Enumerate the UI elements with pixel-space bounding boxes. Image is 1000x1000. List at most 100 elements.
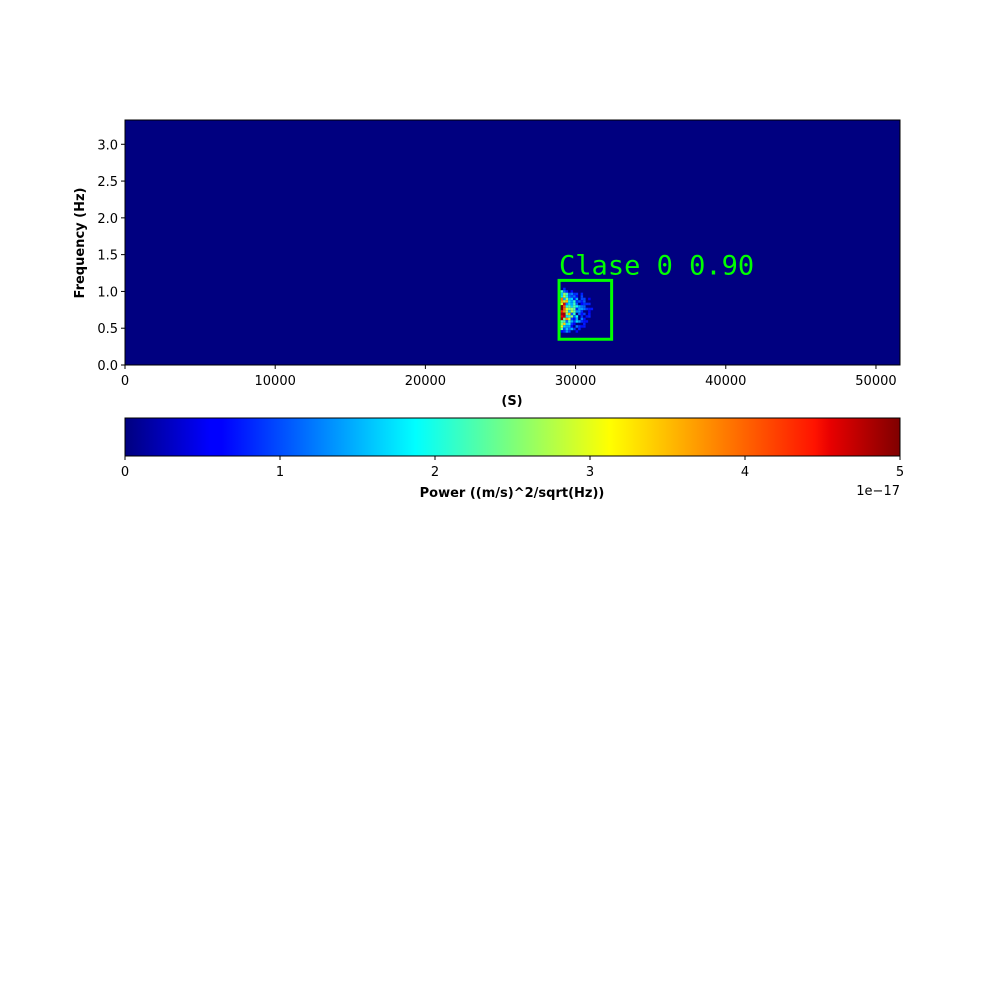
spectrogram-cell <box>580 297 584 301</box>
spectrogram-cell <box>580 315 584 318</box>
spectrogram-cell <box>563 292 566 296</box>
spectrogram-cell <box>560 292 564 296</box>
spectrogram-cell <box>583 325 586 328</box>
spectrogram-cell <box>585 320 589 323</box>
spectrogram-cell <box>560 300 564 303</box>
spectrogram-cell <box>565 327 569 331</box>
y-axis-ticks: 0.0 0.5 1.0 1.5 2.0 2.5 3.0 <box>97 138 125 374</box>
spectrogram-cell <box>568 307 571 311</box>
spectrogram-cell <box>575 300 579 303</box>
spectrogram-cell <box>573 307 576 311</box>
spectrogram-cell <box>568 297 571 301</box>
spectrogram-cell <box>580 325 584 328</box>
x-tick-label: 0 <box>121 374 129 389</box>
spectrogram-cell <box>568 295 571 298</box>
spectrogram-cell <box>563 330 566 333</box>
spectrogram-cell <box>565 330 569 333</box>
spectrogram-cell <box>573 315 576 318</box>
spectrogram-cell <box>575 320 579 323</box>
spectrogram-cell <box>580 317 584 321</box>
spectrogram-cell <box>560 305 564 308</box>
spectrogram-cell <box>570 327 574 331</box>
spectrogram-cell <box>588 297 591 301</box>
spectrogram-cell <box>563 310 566 313</box>
spectrogram-cell <box>580 307 584 311</box>
spectrogram-cell <box>578 300 581 303</box>
spectrogram-cell <box>575 315 579 318</box>
spectrogram-cell <box>560 297 564 301</box>
spectrogram-cell <box>560 312 564 316</box>
x-tick-label: 50000 <box>855 374 896 389</box>
spectrogram-cell <box>580 312 584 316</box>
spectrogram-cell <box>560 320 564 323</box>
spectrogram-cell <box>568 305 571 308</box>
spectrogram-cell <box>570 300 574 303</box>
spectrogram-cell <box>563 305 566 308</box>
spectrogram-cell <box>575 305 579 308</box>
spectrogram-cell <box>573 320 576 323</box>
spectrogram-cell <box>560 295 564 298</box>
detection-label: Clase 0 0.90 <box>559 250 754 281</box>
spectrogram-cell <box>563 315 566 318</box>
spectrogram-cell <box>575 297 579 301</box>
spectrogram-cell <box>573 312 576 316</box>
spectrogram-cell <box>570 317 574 321</box>
spectrogram-cell <box>568 325 571 328</box>
colorbar-offset-text: 1e−17 <box>856 484 900 499</box>
spectrogram-cell <box>583 317 586 321</box>
spectrogram-cell <box>583 305 586 308</box>
spectrogram-cell <box>560 322 564 326</box>
x-tick-label: 30000 <box>555 374 596 389</box>
x-axis-label: (S) <box>501 394 522 409</box>
spectrogram-cell <box>575 325 579 328</box>
colorbar-tick-label: 0 <box>121 465 129 480</box>
spectrogram-cell <box>565 297 569 301</box>
spectrogram-cell <box>568 320 571 323</box>
spectrogram-cell <box>563 297 566 301</box>
spectrogram-cell <box>563 320 566 323</box>
spectrogram-frame <box>124 119 901 366</box>
spectrogram-cell <box>565 302 569 306</box>
colorbar-tick-label: 2 <box>431 465 439 480</box>
spectrogram-cell <box>565 305 569 308</box>
colorbar-ticks: 0 1 2 3 4 5 <box>121 456 904 480</box>
spectrogram-cell <box>565 312 569 316</box>
spectrogram-cell <box>570 302 574 306</box>
spectrogram-cell <box>573 300 576 303</box>
spectrogram-cell <box>575 310 579 313</box>
colorbar-tick-label: 3 <box>586 465 594 480</box>
spectrogram-cell <box>568 330 571 333</box>
colorbar-gradient <box>124 417 901 457</box>
spectrogram-cell <box>580 302 584 306</box>
spectrogram-cell <box>580 320 584 323</box>
y-tick-label: 1.0 <box>97 285 118 300</box>
spectrogram-cell <box>575 307 579 311</box>
spectrogram-cell <box>590 307 594 311</box>
spectrogram-cell <box>583 300 586 303</box>
spectrogram-cell <box>568 312 571 316</box>
spectrogram-cell <box>578 325 581 328</box>
spectrogram-cell <box>563 300 566 303</box>
spectrogram-cell <box>560 325 564 328</box>
x-axis-ticks: 0 10000 20000 30000 40000 50000 <box>121 365 897 389</box>
spectrogram-cell <box>570 315 574 318</box>
spectrogram-cell <box>570 310 574 313</box>
spectrogram-cell <box>560 290 564 293</box>
colorbar-label: Power ((m/s)^2/sqrt(Hz)) <box>420 486 605 501</box>
spectrogram-cell <box>580 292 584 296</box>
y-axis-label: Frequency (Hz) <box>73 188 88 299</box>
spectrogram-cell <box>563 325 566 328</box>
spectrogram-cell <box>570 322 574 326</box>
spectrogram-cell <box>563 295 566 298</box>
spectrogram-panel: 0 10000 20000 30000 40000 50000 0.0 0.5 1.0 1.5 2… <box>73 119 901 409</box>
spectrogram-cell <box>583 312 586 316</box>
spectrogram-cell <box>580 295 584 298</box>
spectrogram-cell <box>588 312 591 316</box>
seismic-event <box>560 287 594 333</box>
spectrogram-cell <box>563 302 566 306</box>
spectrogram-cell <box>588 315 591 318</box>
spectrogram-cell <box>560 302 564 306</box>
spectrogram-cell <box>565 300 569 303</box>
spectrogram-cell <box>573 310 576 313</box>
spectrogram-cell <box>565 325 569 328</box>
